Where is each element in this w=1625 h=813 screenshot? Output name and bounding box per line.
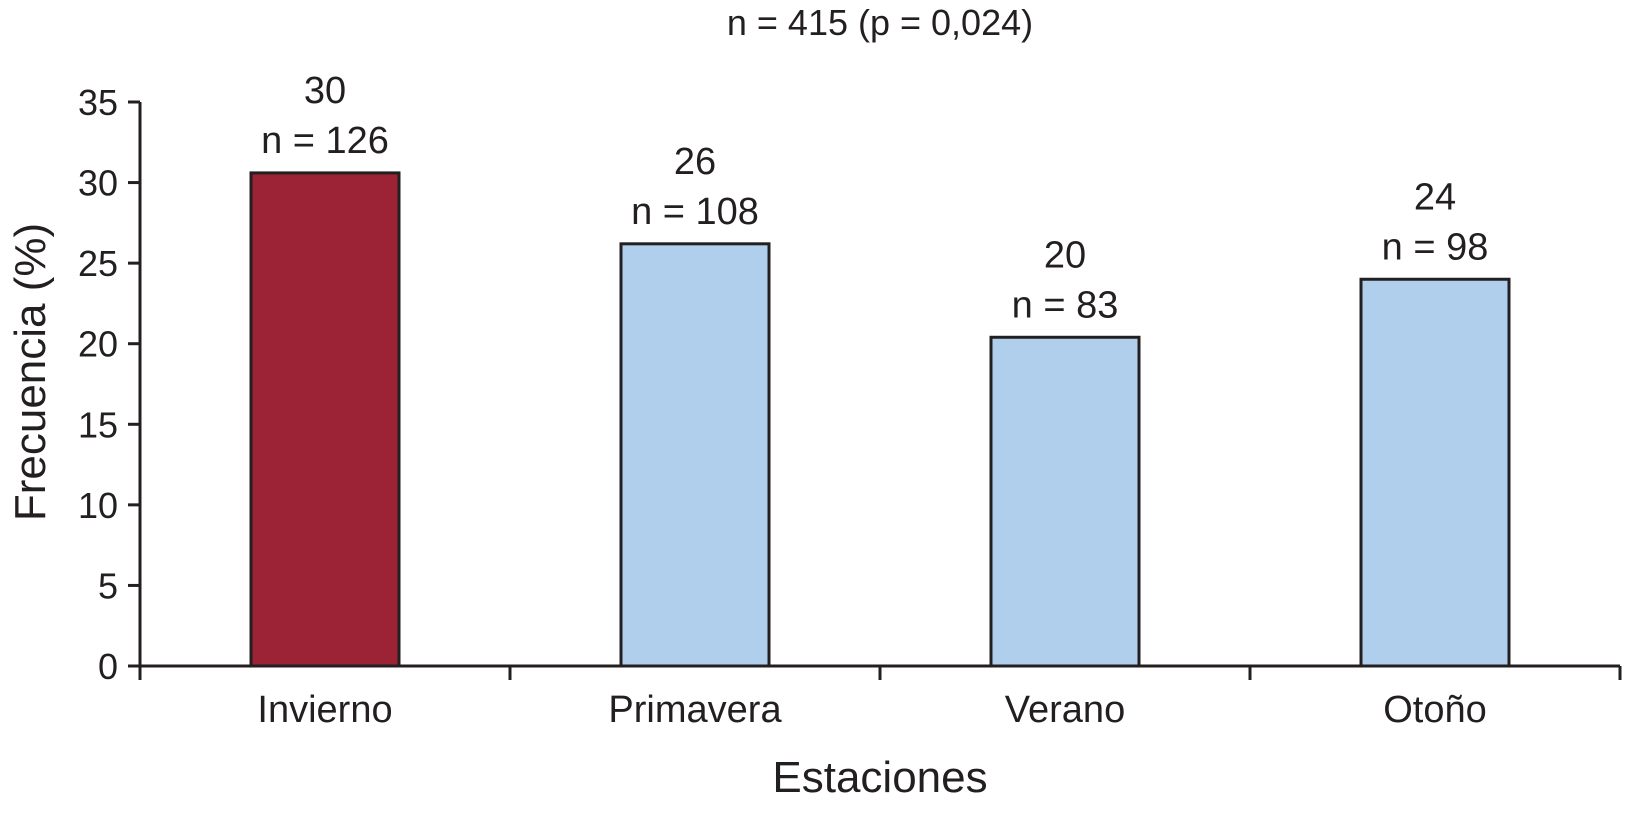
value-label: 30	[304, 70, 346, 112]
y-tick-label: 20	[78, 324, 118, 365]
y-axis-label: Frecuencia (%)	[6, 223, 55, 521]
bar-otoño	[1359, 277, 1511, 668]
x-axis: Invierno Primavera Verano Otoño	[138, 664, 1622, 731]
x-tick-label: Primavera	[608, 689, 782, 731]
y-tick-label: 5	[98, 565, 118, 606]
n-label: n = 98	[1382, 226, 1489, 268]
y-tick-label: 10	[78, 485, 118, 526]
x-tick-label: Otoño	[1383, 689, 1487, 731]
value-label: 26	[674, 141, 716, 183]
bar-verano	[989, 335, 1141, 668]
n-label: n = 108	[631, 191, 759, 233]
y-tick-label: 30	[78, 163, 118, 204]
data-labels: 30 n = 126 26 n = 108 20 n = 83 24 n = 98	[261, 70, 1488, 326]
y-tick-label: 25	[78, 243, 118, 284]
x-tick-label: Verano	[1005, 689, 1125, 731]
n-label: n = 126	[261, 120, 389, 162]
value-label: 24	[1414, 176, 1456, 218]
chart-title: n = 415 (p = 0,024)	[727, 2, 1033, 43]
value-label: 20	[1044, 234, 1086, 276]
y-tick-label: 0	[98, 646, 118, 687]
bars	[249, 171, 1511, 668]
y-axis: 0 5 10 15 20 25 30 35	[78, 82, 142, 687]
bar-primavera	[619, 242, 771, 668]
x-axis-label: Estaciones	[772, 753, 987, 802]
y-tick-label: 15	[78, 404, 118, 445]
y-tick-label: 35	[78, 82, 118, 123]
n-label: n = 83	[1012, 284, 1119, 326]
bar-invierno	[249, 171, 401, 668]
x-tick-label: Invierno	[257, 689, 392, 731]
